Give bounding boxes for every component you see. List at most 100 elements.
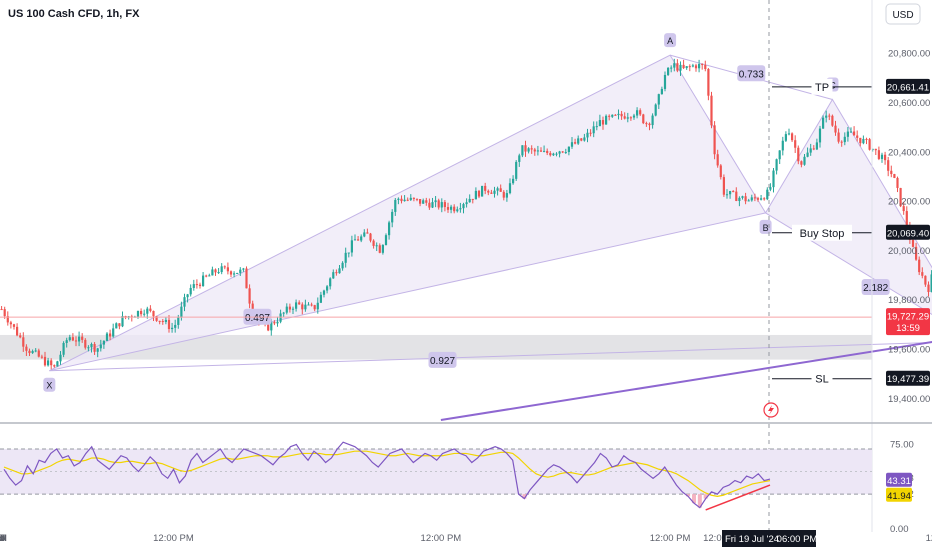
candle-body xyxy=(211,269,214,276)
candle xyxy=(341,261,344,271)
candle-body xyxy=(71,337,74,341)
candle xyxy=(710,91,713,129)
pattern-point-x: X xyxy=(46,381,52,391)
candle xyxy=(12,323,16,330)
candle-body xyxy=(232,273,236,275)
candle-body xyxy=(449,206,453,210)
candle xyxy=(803,153,806,166)
candle-body xyxy=(828,115,831,117)
candle-body xyxy=(313,305,316,310)
level-price-tag-text: 19,477.39 xyxy=(887,374,929,385)
candle-body xyxy=(381,244,384,253)
candle xyxy=(825,110,828,123)
candle-body xyxy=(375,245,378,247)
candle-body xyxy=(115,323,118,329)
candle-body xyxy=(732,191,735,193)
candle-body xyxy=(803,156,806,165)
candle xyxy=(570,137,574,149)
candle-body xyxy=(139,310,143,315)
candle xyxy=(868,137,871,151)
candle-body xyxy=(552,153,555,156)
candle-body xyxy=(446,207,450,210)
candle xyxy=(242,267,245,272)
candle xyxy=(679,61,682,76)
candle-body xyxy=(769,187,772,190)
candle xyxy=(139,308,143,317)
candle xyxy=(25,344,28,357)
candle-body xyxy=(778,150,781,160)
level-label-bg xyxy=(811,78,833,95)
candle-body xyxy=(914,246,918,260)
level-label-buy-stop: Buy Stop xyxy=(800,228,845,240)
rsi-value-tag-text: 43.31 xyxy=(887,476,911,487)
candle-body xyxy=(797,147,800,162)
candle xyxy=(356,236,360,241)
candle xyxy=(564,148,567,154)
candle-body xyxy=(539,150,543,152)
candle xyxy=(223,265,226,270)
candle xyxy=(403,195,406,202)
candle-body xyxy=(56,361,59,367)
currency-button[interactable]: USD xyxy=(885,3,921,25)
candle xyxy=(614,114,617,116)
candle-body xyxy=(170,327,174,330)
candle-body xyxy=(205,275,208,277)
candle-body xyxy=(642,114,645,124)
candle-body xyxy=(186,294,189,298)
candle-body xyxy=(766,189,769,200)
candle-body xyxy=(852,131,856,136)
candle-body xyxy=(530,148,533,150)
candle-body xyxy=(431,202,434,208)
candle-body xyxy=(477,190,481,197)
candle xyxy=(434,196,437,208)
candle xyxy=(704,60,707,72)
candle xyxy=(456,206,459,213)
candle-body xyxy=(508,183,512,194)
candle-body xyxy=(728,191,732,195)
candle-body xyxy=(310,304,313,306)
candle-body xyxy=(685,66,688,69)
candle xyxy=(307,302,310,306)
candle xyxy=(248,284,251,309)
candle xyxy=(586,128,589,143)
candle-body xyxy=(549,153,552,156)
candle-body xyxy=(536,150,539,152)
candle xyxy=(285,303,288,315)
candle-body xyxy=(586,132,589,138)
candle xyxy=(598,114,601,127)
candle xyxy=(738,196,741,207)
pattern-point-b: B xyxy=(763,223,769,233)
rsi-value-tag xyxy=(886,472,912,487)
candle xyxy=(443,200,446,212)
rsi-ma-line xyxy=(3,450,771,497)
ratio-box xyxy=(428,351,457,368)
candle-body xyxy=(158,320,161,322)
candle-body xyxy=(834,125,837,133)
candle-body xyxy=(840,141,843,143)
candle xyxy=(65,337,68,348)
candle-body xyxy=(229,271,233,275)
candle-body xyxy=(660,88,663,95)
candle-body xyxy=(285,306,288,313)
rsi-ma-tag xyxy=(886,487,912,502)
candle-body xyxy=(223,266,226,268)
candle xyxy=(81,333,84,343)
candle-body xyxy=(146,308,149,314)
candle-body xyxy=(598,120,601,127)
candle-body xyxy=(682,64,685,69)
candle-body xyxy=(372,240,375,246)
candle xyxy=(818,125,822,148)
candle xyxy=(769,183,772,192)
candle-body xyxy=(192,284,195,288)
candle xyxy=(927,281,930,297)
candle xyxy=(747,198,750,202)
candle xyxy=(688,64,691,72)
candle-body xyxy=(691,65,694,67)
candle xyxy=(220,263,223,275)
candle xyxy=(84,338,87,350)
candle xyxy=(304,299,307,312)
candle xyxy=(149,305,152,313)
candle-body xyxy=(673,63,676,68)
candle-body xyxy=(270,322,273,331)
